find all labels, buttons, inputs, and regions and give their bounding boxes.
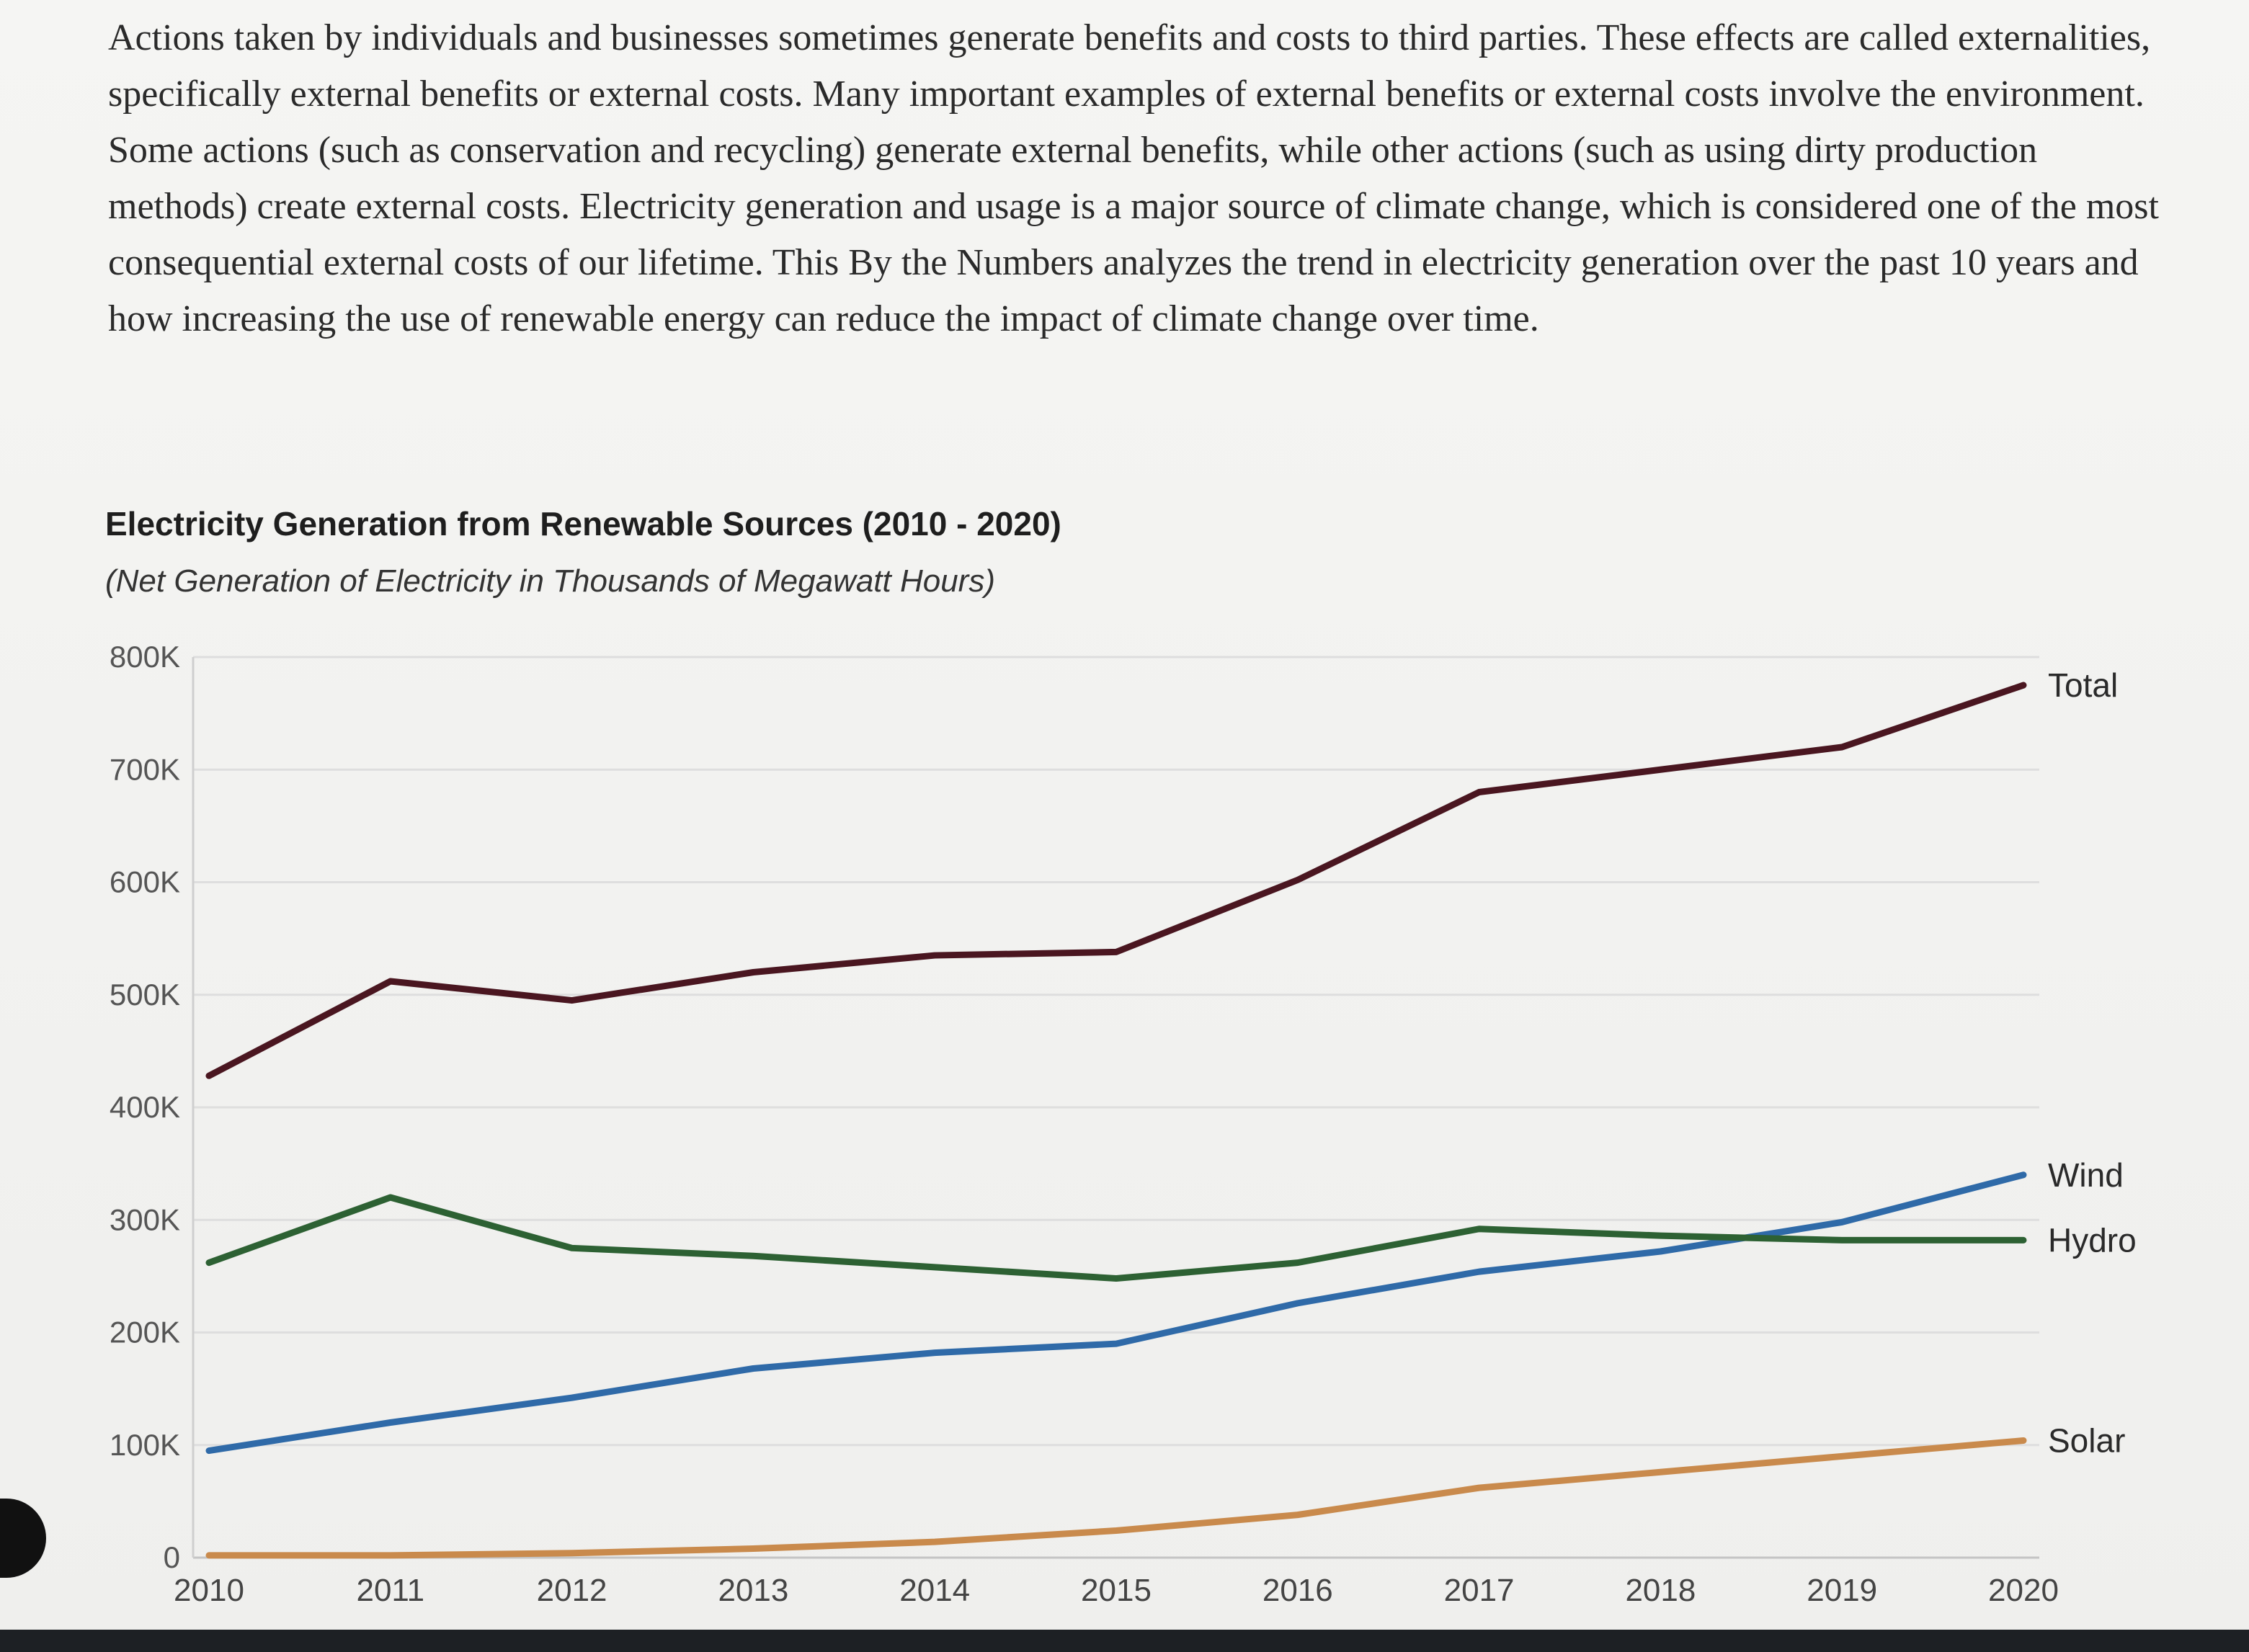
x-tick-label: 2020 <box>1988 1573 2059 1608</box>
data-point-solar <box>752 1548 754 1550</box>
y-tick-label: 200K <box>110 1316 180 1349</box>
series-line-wind <box>205 1171 2027 1455</box>
x-tick-label: 2012 <box>537 1573 607 1608</box>
data-point-total <box>1659 768 1662 771</box>
data-point-solar <box>2022 1439 2025 1442</box>
data-point-wind <box>752 1367 754 1370</box>
data-point-total <box>2022 684 2025 687</box>
grid-layer <box>193 656 2039 1559</box>
y-tick-label: 600K <box>110 865 180 899</box>
data-point-hydro <box>1478 1228 1481 1231</box>
data-point-total <box>389 980 392 983</box>
bottom-bar <box>0 1630 2249 1652</box>
x-tick-label: 2010 <box>174 1573 244 1608</box>
chart-title: Electricity Generation from Renewable So… <box>105 505 1061 543</box>
data-point-hydro <box>1115 1277 1118 1280</box>
data-point-hydro <box>933 1266 936 1269</box>
data-point-solar <box>389 1554 392 1557</box>
x-tick-label: 2014 <box>899 1573 970 1608</box>
y-tick-label: 400K <box>110 1090 180 1124</box>
series-label-wind: Wind <box>2048 1156 2124 1194</box>
data-point-wind <box>933 1352 936 1354</box>
label-layer: Total Wind Hydro Solar <box>2048 666 2137 1459</box>
x-tick-label: 2018 <box>1625 1573 1696 1608</box>
y-tick-label: 100K <box>110 1428 180 1462</box>
data-point-hydro <box>752 1254 754 1257</box>
data-point-total <box>1115 950 1118 953</box>
x-tick-label: 2019 <box>1807 1573 1877 1608</box>
data-point-total <box>752 971 754 973</box>
data-point-total <box>1478 791 1481 793</box>
x-tick-label: 2011 <box>356 1573 424 1608</box>
data-point-wind <box>571 1396 574 1399</box>
x-tick-label: 2016 <box>1262 1573 1333 1608</box>
data-point-solar <box>571 1552 574 1555</box>
data-point-solar <box>208 1554 210 1557</box>
y-tick-label: 800K <box>110 640 180 674</box>
series-label-hydro: Hydro <box>2048 1221 2137 1259</box>
data-point-solar <box>1296 1514 1299 1517</box>
data-point-total <box>571 999 574 1002</box>
x-tick-label: 2013 <box>718 1573 788 1608</box>
data-point-solar <box>1840 1455 1843 1457</box>
data-point-wind <box>1478 1270 1481 1273</box>
data-point-wind <box>1659 1250 1662 1253</box>
y-tick-label: 300K <box>110 1202 180 1236</box>
data-point-wind <box>389 1421 392 1424</box>
data-point-total <box>1840 746 1843 749</box>
axis-layer: 0 100K 200K 300K 400K 500K 600K 700K 800K 2010 201… <box>110 640 2059 1608</box>
series-layer <box>205 682 2027 1559</box>
data-point-hydro <box>2022 1238 2025 1241</box>
data-point-total <box>1296 878 1299 881</box>
series-line-hydro <box>205 1194 2027 1282</box>
y-tick-label: 500K <box>110 978 180 1012</box>
intro-paragraph: Actions taken by individuals and busines… <box>108 17 2159 339</box>
data-point-solar <box>1115 1530 1118 1532</box>
data-point-hydro <box>208 1262 210 1264</box>
chart-subtitle: (Net Generation of Electricity in Thousa… <box>105 563 995 599</box>
data-point-hydro <box>1840 1238 1843 1241</box>
data-point-hydro <box>389 1196 392 1199</box>
series-line-solar <box>205 1437 2027 1559</box>
data-point-wind <box>2022 1174 2025 1177</box>
y-tick-label: 700K <box>110 752 180 786</box>
data-point-total <box>933 954 936 957</box>
series-label-total: Total <box>2048 666 2118 704</box>
series-label-solar: Solar <box>2048 1422 2125 1460</box>
data-point-hydro <box>1296 1262 1299 1264</box>
data-point-solar <box>1478 1486 1481 1489</box>
series-line-total <box>205 682 2027 1079</box>
data-point-solar <box>933 1540 936 1543</box>
data-point-wind <box>1840 1220 1843 1223</box>
data-point-total <box>208 1074 210 1077</box>
data-point-wind <box>208 1450 210 1452</box>
data-point-hydro <box>1659 1234 1662 1237</box>
data-point-solar <box>1659 1470 1662 1473</box>
data-point-wind <box>1296 1302 1299 1305</box>
y-tick-label: 0 <box>164 1540 180 1574</box>
data-point-wind <box>1115 1342 1118 1345</box>
x-tick-label: 2017 <box>1444 1573 1515 1608</box>
data-point-hydro <box>571 1246 574 1249</box>
x-tick-label: 2015 <box>1081 1573 1152 1608</box>
